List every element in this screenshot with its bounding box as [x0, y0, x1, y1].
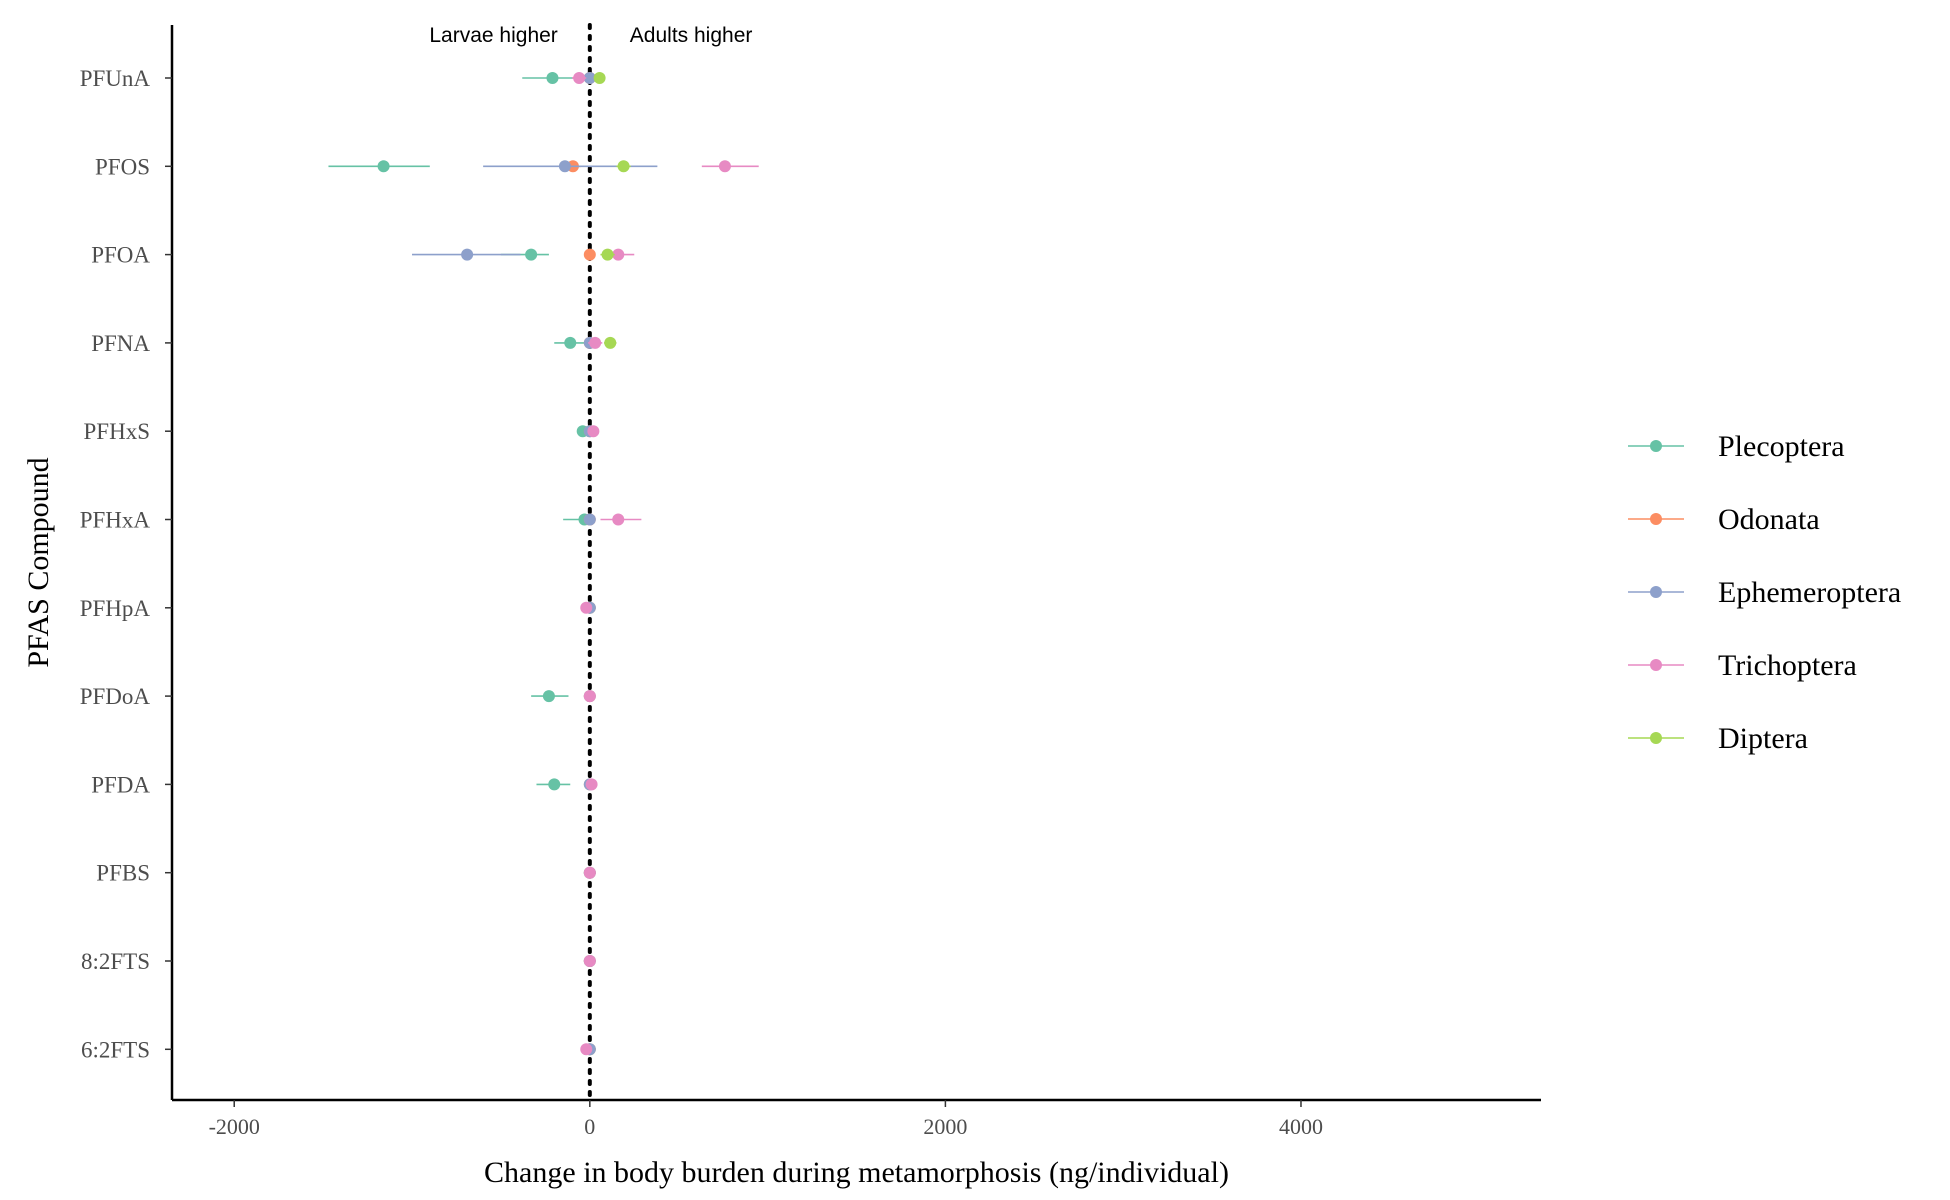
- x-axis-title: Change in body burden during metamorphos…: [484, 1156, 1229, 1189]
- data-point-plecoptera: [548, 778, 561, 791]
- legend-label-odonata: Odonata: [1718, 503, 1820, 536]
- data-point-diptera: [601, 248, 614, 261]
- y-tick-label: PFNA: [91, 331, 150, 356]
- y-tick-label: PFDA: [91, 772, 150, 797]
- legend-key-point: [1650, 732, 1662, 744]
- x-tick-label: 0: [584, 1114, 595, 1139]
- data-point-trichoptera: [587, 425, 600, 438]
- series-plecoptera: [328, 72, 596, 1056]
- data-point-trichoptera: [580, 601, 593, 614]
- data-point-plecoptera: [564, 336, 577, 349]
- data-point-plecoptera: [525, 248, 538, 261]
- y-tick-label: PFHxS: [84, 419, 150, 444]
- y-tick-label: 8:2FTS: [81, 949, 150, 974]
- x-tick-label: 2000: [923, 1114, 967, 1139]
- data-point-plecoptera: [377, 160, 390, 173]
- y-tick-label: PFBS: [96, 861, 150, 886]
- x-tick-label: -2000: [209, 1114, 260, 1139]
- data-point-trichoptera: [580, 1043, 593, 1056]
- legend-label-trichoptera: Trichoptera: [1718, 649, 1857, 682]
- data-point-trichoptera: [612, 513, 625, 526]
- annotation-larvae-higher: Larvae higher: [429, 24, 557, 47]
- data-point-trichoptera: [612, 248, 625, 261]
- data-point-odonata: [583, 248, 596, 261]
- axes: PFUnA PFOS PFOA PFNA PFHxS PFHxA PFHpA PFDoA PFD…: [22, 25, 1541, 1189]
- data-point-trichoptera: [573, 72, 586, 84]
- data-point-diptera: [604, 336, 617, 349]
- x-tick-label: 4000: [1279, 1114, 1323, 1139]
- data-point-trichoptera: [583, 690, 596, 703]
- data-point-diptera: [593, 72, 606, 84]
- series-trichoptera: [572, 72, 759, 1056]
- series-diptera: [593, 72, 631, 349]
- data-point-ephemeroptera: [583, 513, 596, 526]
- data-point-ephemeroptera: [583, 72, 596, 84]
- annotation-adults-higher: Adults higher: [630, 24, 753, 47]
- legend: Plecoptera Odonata Ephemeroptera Trichopter…: [1628, 430, 1901, 755]
- data-point-trichoptera: [585, 778, 598, 791]
- legend-label-diptera: Diptera: [1718, 722, 1808, 755]
- data-point-plecoptera: [542, 690, 555, 703]
- y-tick-label: PFUnA: [80, 66, 151, 91]
- y-tick-label: PFHxA: [80, 508, 151, 533]
- legend-label-ephemeroptera: Ephemeroptera: [1718, 576, 1901, 609]
- data-point-ephemeroptera: [461, 248, 474, 261]
- data-point-trichoptera: [589, 336, 602, 349]
- legend-key-point: [1650, 513, 1662, 525]
- legend-label-plecoptera: Plecoptera: [1718, 430, 1845, 463]
- data-point-diptera: [617, 160, 630, 173]
- y-tick-label: PFOS: [95, 154, 150, 179]
- series-ephemeroptera: [412, 72, 658, 1056]
- legend-key-point: [1650, 586, 1662, 598]
- data-point-ephemeroptera: [558, 160, 571, 173]
- legend-key-point: [1650, 659, 1662, 671]
- plot-area: Larvae higher Adults higher: [328, 23, 759, 1102]
- y-tick-label: 6:2FTS: [81, 1037, 150, 1062]
- y-tick-label: PFHpA: [80, 596, 151, 621]
- data-point-plecoptera: [546, 72, 559, 84]
- legend-key-point: [1650, 440, 1662, 452]
- y-tick-label: PFDoA: [80, 684, 151, 709]
- data-point-trichoptera: [583, 866, 596, 879]
- data-point-trichoptera: [718, 160, 731, 173]
- data-point-trichoptera: [583, 955, 596, 967]
- y-tick-label: PFOA: [91, 243, 150, 268]
- y-axis-title: PFAS Compound: [22, 457, 55, 667]
